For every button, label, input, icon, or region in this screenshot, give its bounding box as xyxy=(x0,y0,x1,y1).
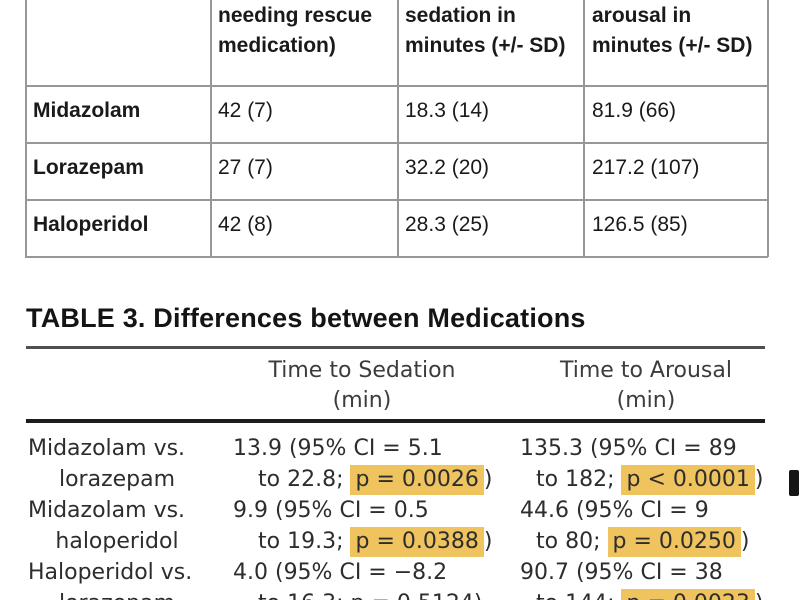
table-border xyxy=(25,142,768,144)
table3-title: TABLE 3. Differences between Medications xyxy=(26,303,586,333)
p-value: p = 0.0023 xyxy=(621,589,755,600)
comparison-label: Midazolam vs. lorazepam xyxy=(28,436,186,492)
arousal-difference: 44.6 (95% CI = 9 to 80; p = 0.0250) xyxy=(520,495,749,557)
arousal-value: 217.2 (107) xyxy=(592,156,700,179)
sedation-difference: 4.0 (95% CI = −8.2 to 16.3;p = 0.5124) xyxy=(233,557,482,600)
p-value: p < 0.0001 xyxy=(621,465,755,495)
p-value: p = 0.5124 xyxy=(350,591,473,600)
sedation-difference: 13.9 (95% CI = 5.1 to 22.8; p = 0.0026) xyxy=(233,433,492,495)
column-header-sedation: sedation in minutes (+/- SD) xyxy=(405,4,566,57)
sedation-difference: 9.9 (95% CI = 0.5 to 19.3; p = 0.0388) xyxy=(233,495,492,557)
column-header-time-to-arousal: Time to Arousal (min) xyxy=(560,358,732,413)
table-border xyxy=(583,0,585,257)
sedation-value: 18.3 (14) xyxy=(405,99,490,122)
table-border xyxy=(397,0,399,257)
p-value: p = 0.0250 xyxy=(607,527,741,557)
rescue-value: 27 (7) xyxy=(218,156,273,179)
table-border xyxy=(767,0,769,257)
column-header-time-to-sedation: Time to Sedation (min) xyxy=(268,358,456,413)
table-border xyxy=(25,85,768,87)
sedation-value: 32.2 (20) xyxy=(405,156,490,179)
table-border xyxy=(210,0,212,257)
column-header-rescue: needing rescue medication) xyxy=(218,4,373,57)
header-rule xyxy=(26,419,765,423)
arousal-value: 126.5 (85) xyxy=(592,213,688,236)
comparison-label: Midazolam vs. haloperidol xyxy=(28,498,186,554)
table-border xyxy=(25,256,768,258)
p-value: p = 0.0388 xyxy=(350,527,484,557)
clipped-content-fragment xyxy=(789,470,799,496)
table-border xyxy=(25,0,27,257)
drug-name: Haloperidol xyxy=(33,213,149,236)
title-rule xyxy=(26,346,765,349)
column-header-arousal: arousal in minutes (+/- SD) xyxy=(592,4,753,57)
table-border xyxy=(25,199,768,201)
arousal-value: 81.9 (66) xyxy=(592,99,677,122)
rescue-value: 42 (8) xyxy=(218,213,273,236)
rescue-value: 42 (7) xyxy=(218,99,273,122)
drug-name: Midazolam xyxy=(33,99,141,122)
sedation-value: 28.3 (25) xyxy=(405,213,490,236)
arousal-difference: 135.3 (95% CI = 89 to 182; p < 0.0001) xyxy=(520,433,763,495)
arousal-difference: 90.7 (95% CI = 38 to 144;p = 0.0023) xyxy=(520,557,763,600)
comparison-label: Haloperidol vs. lorazepam xyxy=(28,560,193,600)
drug-name: Lorazepam xyxy=(33,156,144,179)
p-value: p = 0.0026 xyxy=(350,465,484,495)
